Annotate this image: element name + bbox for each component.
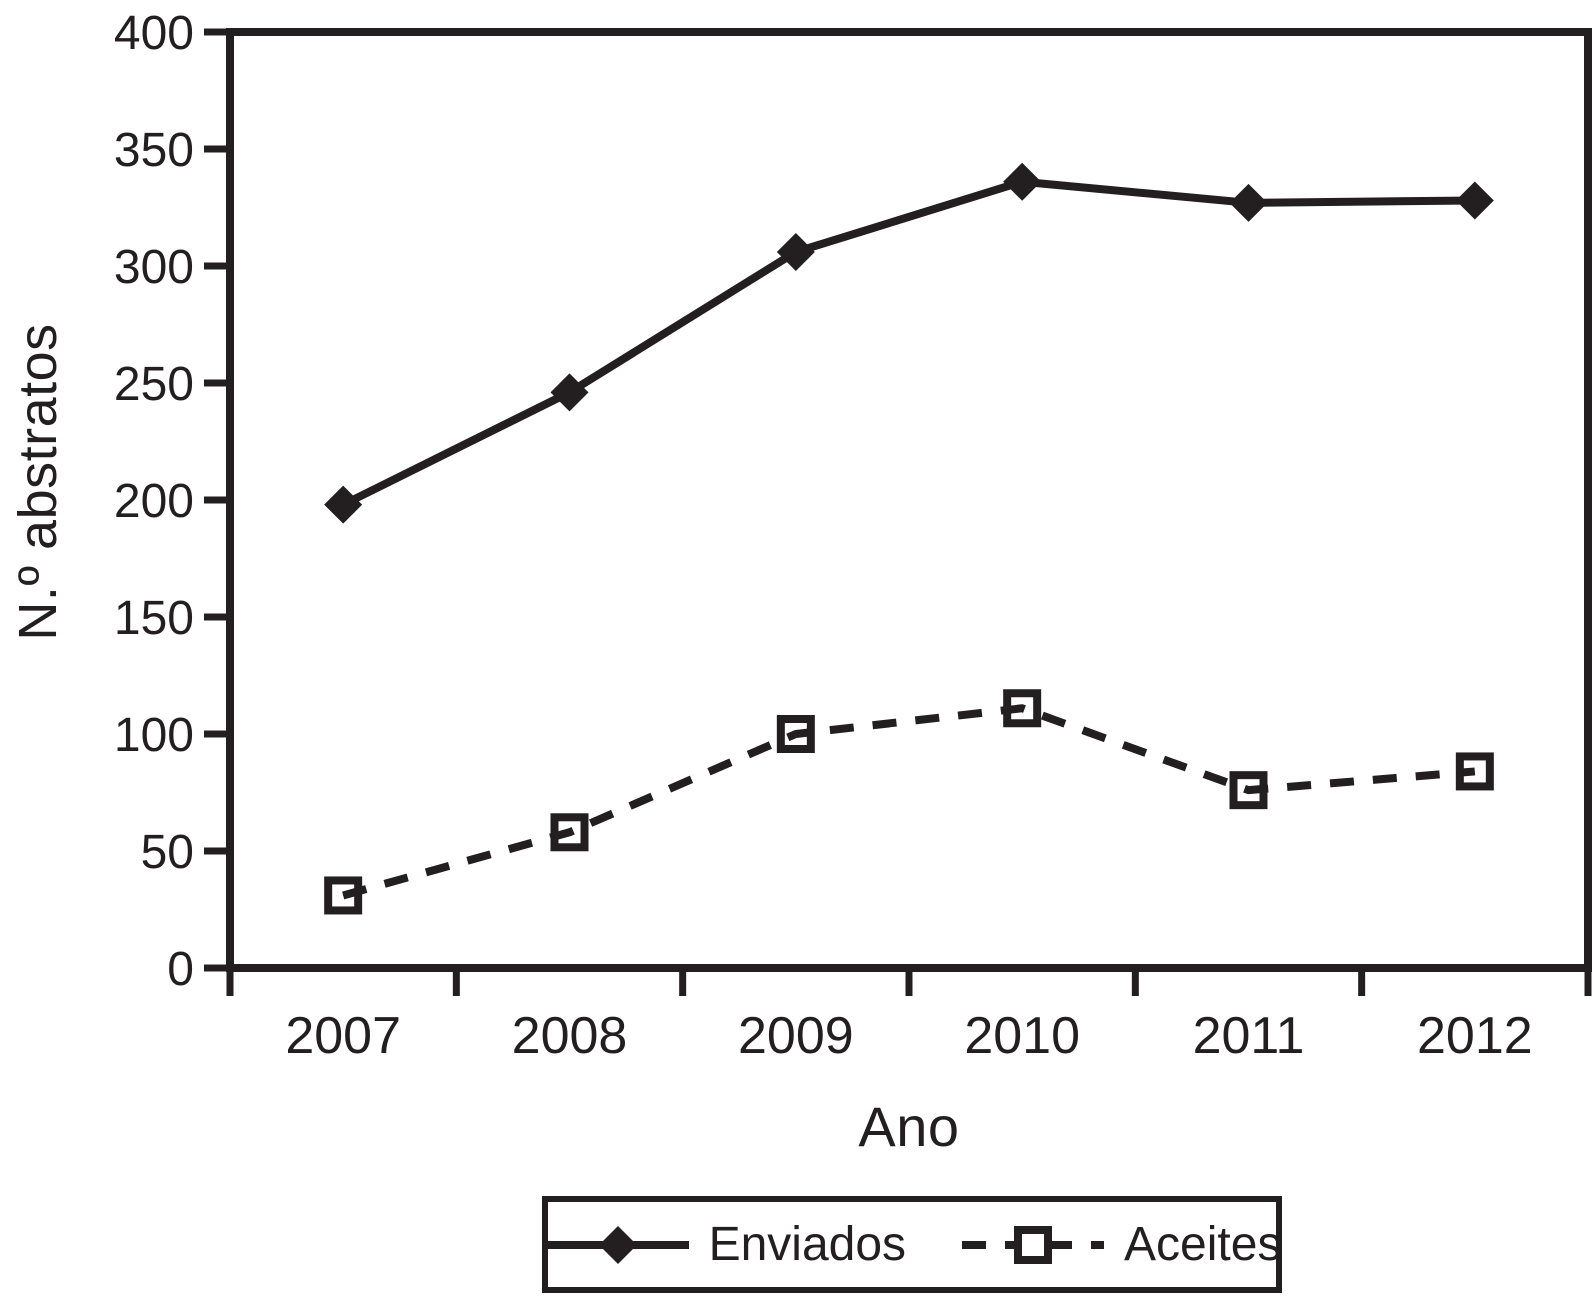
diamond-marker-enviados: [1003, 162, 1042, 201]
aceites-dashed-line-square-sample: [962, 1225, 1105, 1264]
x-tick-label: 2012: [1417, 1007, 1533, 1065]
legend-item-enviados: Enviados: [543, 1217, 906, 1272]
y-tick-label: 150: [114, 592, 194, 645]
y-tick-label: 300: [114, 241, 194, 294]
y-tick-label: 200: [114, 475, 194, 528]
enviados-solid-line-diamond-sample: [546, 1225, 689, 1264]
diamond-marker-enviados: [1455, 181, 1494, 220]
x-tick-label: 2007: [285, 1007, 401, 1065]
series-line-enviados: [341, 177, 1475, 509]
square-marker-aceites: [1455, 752, 1494, 791]
square-marker-aceites: [550, 813, 589, 852]
y-tick-label: 0: [167, 943, 194, 996]
diamond-marker-enviados: [776, 232, 815, 271]
y-tick-label: 100: [114, 709, 194, 762]
x-axis-title: Ano: [858, 1095, 960, 1158]
diamond-marker-enviados: [1229, 183, 1268, 222]
x-tick-label: 2009: [738, 1007, 854, 1065]
y-tick-label: 350: [114, 124, 194, 177]
square-marker-aceites: [1229, 771, 1268, 810]
y-axis-title: N.º abstratos: [8, 323, 68, 641]
square-marker-aceites: [324, 876, 363, 915]
legend-item-aceites: Aceites: [958, 1217, 1281, 1272]
legend-label-aceites: Aceites: [1124, 1218, 1282, 1271]
x-tick-label: 2008: [512, 1007, 628, 1065]
x-tick-label: 2010: [964, 1007, 1080, 1065]
legend-label-enviados: Enviados: [708, 1218, 907, 1271]
series-line-aceites: [342, 704, 1476, 900]
diamond-marker-enviados: [324, 485, 363, 524]
square-marker-aceites: [776, 715, 815, 753]
square-marker-aceites: [1003, 689, 1042, 728]
diamond-marker-enviados: [550, 373, 589, 412]
plot-border: [226, 28, 1592, 972]
y-tick-label: 50: [141, 826, 194, 879]
y-tick-label: 250: [114, 358, 194, 411]
legend: Enviados Aceites: [542, 1196, 1282, 1293]
x-tick-label: 2011: [1193, 1007, 1305, 1065]
y-tick-label: 400: [114, 7, 194, 60]
